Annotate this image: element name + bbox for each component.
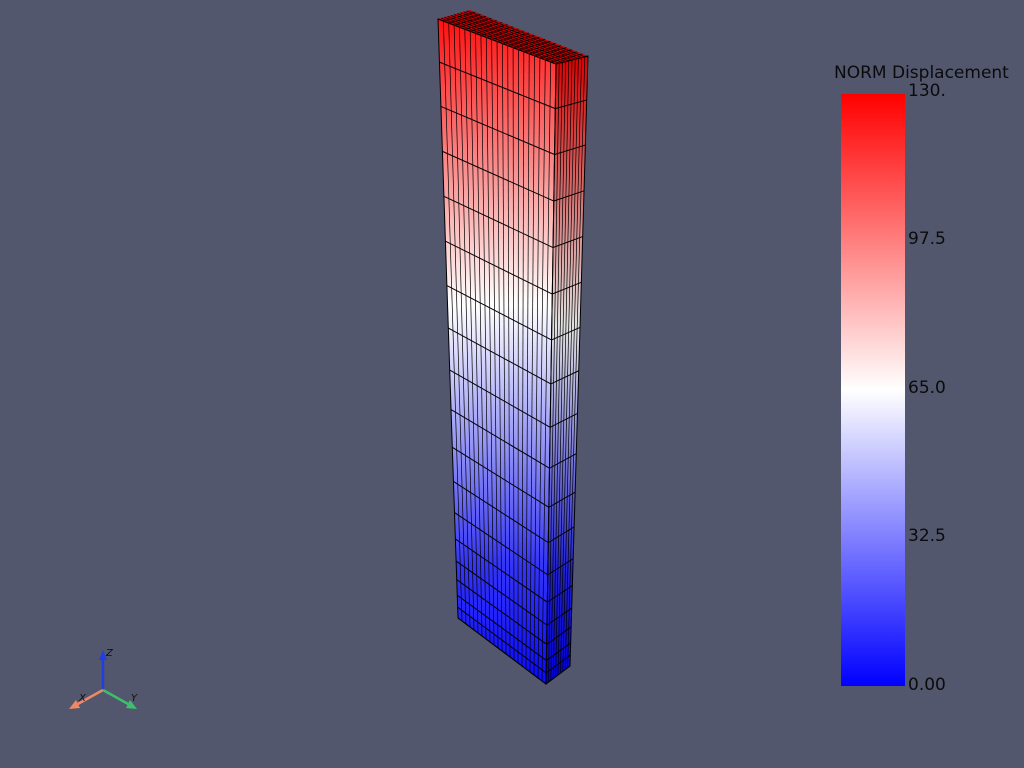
- mesh-edge: [550, 62, 563, 681]
- mesh-edge: [562, 58, 579, 672]
- mesh-edge: [480, 35, 491, 643]
- mesh-edge: [496, 41, 503, 652]
- mesh-edge: [533, 57, 541, 676]
- mesh-beam[interactable]: [437, 10, 589, 686]
- orientation-axes-widget: Z X Y: [69, 648, 138, 709]
- colorbar-tick-label: 32.5: [908, 526, 946, 546]
- mesh-edge: [441, 17, 560, 64]
- mesh-edge: [447, 15, 566, 62]
- colorbar-gradient: [841, 94, 905, 686]
- colorbar-title: NORM Displacement: [834, 63, 1009, 83]
- mesh-edge: [475, 33, 487, 640]
- mesh-edge: [502, 43, 507, 655]
- mesh-edge: [450, 15, 569, 62]
- mesh-edge: [564, 57, 582, 670]
- mesh-edge: [469, 31, 483, 637]
- mesh-edge: [457, 13, 576, 60]
- mesh-edge: [448, 23, 467, 625]
- mesh-edge: [541, 61, 551, 682]
- mesh-edge: [491, 39, 499, 649]
- y-axis-arrow: [102, 688, 131, 707]
- mesh-edge: [507, 45, 511, 658]
- x-axis-label: X: [78, 693, 87, 704]
- mesh-edge: [525, 53, 530, 670]
- y-axis-arrowhead: [126, 700, 137, 709]
- mesh-edge: [466, 10, 585, 58]
- mesh-edge: [485, 37, 495, 646]
- mesh-edge: [555, 60, 570, 677]
- mesh-side-outline: [545, 55, 589, 686]
- mesh-edge: [521, 51, 525, 667]
- mesh-edge: [444, 16, 563, 63]
- mesh-edge: [443, 21, 463, 622]
- mesh-edge: [463, 11, 582, 58]
- mesh-grid-lines: [437, 10, 589, 685]
- mesh-edge: [529, 55, 535, 673]
- mesh-edge: [453, 14, 573, 61]
- mesh-edge: [560, 59, 576, 674]
- mesh-edge: [537, 59, 546, 679]
- mesh-edge: [557, 59, 573, 676]
- colorbar-tick-label: 130.: [908, 81, 946, 101]
- mesh-edge: [453, 25, 471, 628]
- z-axis-arrowhead: [99, 650, 107, 660]
- mesh-edge: [460, 12, 579, 59]
- colorbar-tick-label: 97.5: [908, 229, 946, 249]
- colorbar-tick-label: 0.00: [908, 675, 946, 695]
- mesh-edge: [459, 27, 475, 631]
- colorbar-tick-label: 65.0: [908, 378, 946, 398]
- mesh-edge: [548, 63, 560, 683]
- mesh-edge: [567, 56, 586, 668]
- mesh-edge: [512, 47, 515, 661]
- x-axis-arrow: [75, 688, 104, 707]
- mesh-edge: [464, 29, 479, 634]
- z-axis-label: Z: [105, 648, 114, 659]
- mesh-edge: [552, 61, 566, 679]
- x-axis-arrowhead: [69, 700, 80, 709]
- y-axis-label: Y: [131, 693, 138, 704]
